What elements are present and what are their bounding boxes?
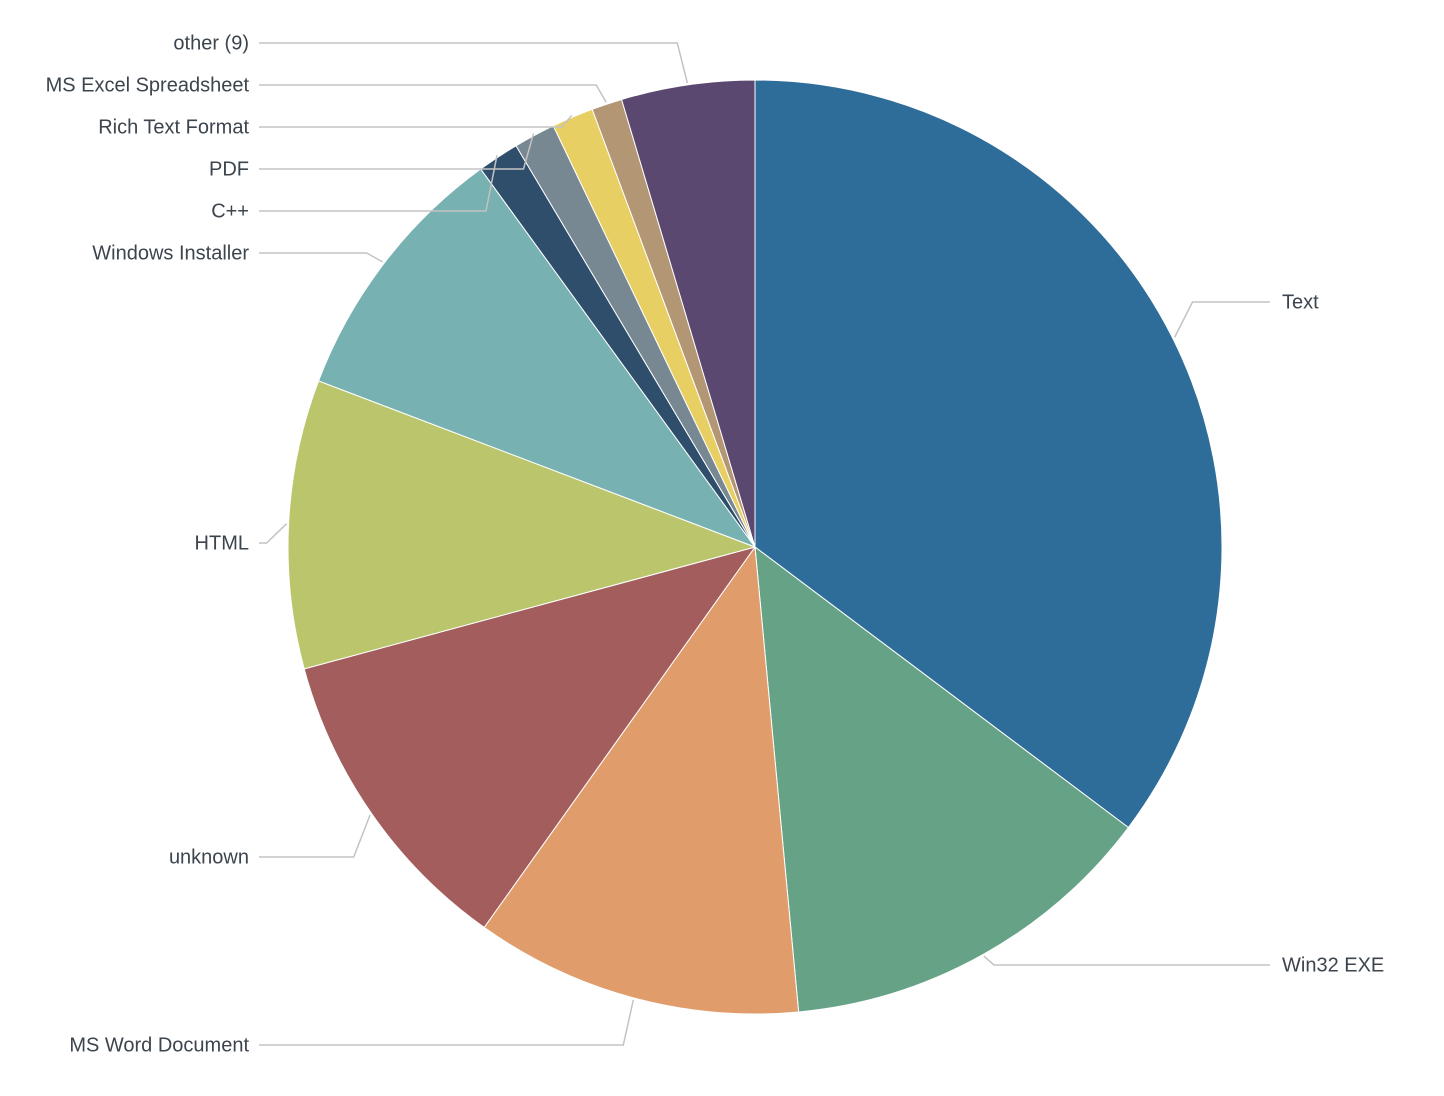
label-leader-lines (259, 42, 1270, 1046)
pie-slice-unknown[interactable] (303, 546, 756, 928)
leader-line-windows-installer (259, 252, 383, 263)
pie-slice-other-9[interactable] (621, 79, 756, 548)
slice-label-text: Text (1282, 291, 1319, 313)
slice-labels: Text Win32 EXE MS Word Document unknown HTML… (46, 32, 1385, 1056)
leader-line-c (259, 155, 498, 212)
slice-label-ms-word-document: MS Word Document (69, 1034, 249, 1056)
slice-label-windows-installer: Windows Installer (92, 242, 249, 264)
leader-line-ms-word-document (259, 999, 635, 1046)
leader-line-win32-exe (983, 955, 1270, 966)
leader-line-rich-text-format (259, 114, 573, 128)
slice-label-other-9: other (9) (173, 32, 249, 54)
slice-label-pdf: PDF (209, 158, 249, 180)
pie-slice-win32-exe[interactable] (754, 546, 1129, 1013)
leader-line-other-9 (259, 42, 689, 84)
pie-slice-windows-installer[interactable] (318, 168, 756, 548)
slice-label-unknown: unknown (169, 846, 249, 868)
slice-label-c: C++ (211, 200, 249, 222)
leader-line-unknown (259, 814, 371, 858)
pie-slices (287, 79, 1223, 1015)
slice-label-html: HTML (195, 532, 249, 554)
pie-slice-html[interactable] (287, 380, 756, 670)
leader-line-text (1173, 301, 1270, 338)
slice-label-ms-excel-spreadsheet: MS Excel Spreadsheet (46, 74, 250, 96)
leader-line-pdf (259, 133, 535, 170)
leader-line-ms-excel-spreadsheet (259, 84, 607, 103)
slice-label-rich-text-format: Rich Text Format (98, 116, 249, 138)
slice-label-win32-exe: Win32 EXE (1282, 954, 1384, 976)
pie-slice-ms-word-document[interactable] (483, 546, 800, 1015)
pie-slice-text[interactable] (754, 79, 1223, 828)
leader-line-html (259, 523, 288, 544)
